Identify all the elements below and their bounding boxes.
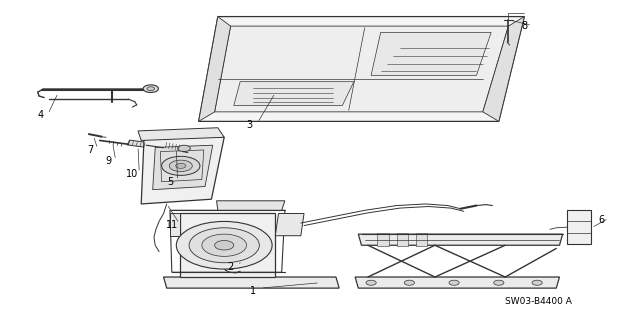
Polygon shape: [397, 233, 408, 246]
Polygon shape: [127, 140, 149, 147]
Polygon shape: [198, 17, 230, 122]
Circle shape: [404, 280, 415, 285]
Text: 2: 2: [227, 263, 234, 272]
Text: 1: 1: [250, 286, 256, 296]
Polygon shape: [275, 213, 304, 236]
Polygon shape: [198, 17, 524, 122]
Circle shape: [449, 280, 460, 285]
Text: 10: 10: [125, 169, 138, 179]
Text: 9: 9: [105, 156, 111, 166]
Circle shape: [143, 85, 159, 93]
Circle shape: [175, 163, 186, 168]
Text: 5: 5: [167, 177, 173, 187]
Polygon shape: [170, 213, 179, 236]
Circle shape: [170, 160, 192, 172]
Circle shape: [202, 234, 246, 256]
Circle shape: [176, 221, 272, 269]
Circle shape: [189, 228, 259, 263]
Circle shape: [177, 145, 190, 152]
Text: 8: 8: [522, 21, 527, 31]
Polygon shape: [179, 213, 275, 277]
Polygon shape: [234, 82, 354, 106]
Polygon shape: [358, 234, 563, 245]
Polygon shape: [371, 33, 491, 75]
Polygon shape: [355, 277, 559, 288]
Polygon shape: [138, 128, 224, 140]
Text: 4: 4: [37, 110, 44, 120]
Text: 11: 11: [166, 219, 178, 230]
Polygon shape: [483, 17, 524, 122]
Text: 6: 6: [598, 215, 604, 225]
Polygon shape: [216, 201, 285, 210]
Circle shape: [214, 241, 234, 250]
Polygon shape: [214, 26, 508, 112]
Circle shape: [147, 87, 155, 91]
Polygon shape: [153, 145, 212, 190]
Circle shape: [493, 280, 504, 285]
Text: 3: 3: [246, 120, 253, 130]
Circle shape: [366, 280, 376, 285]
Polygon shape: [141, 131, 224, 204]
Polygon shape: [567, 210, 591, 244]
Text: SW03-B4400 A: SW03-B4400 A: [506, 297, 572, 306]
Polygon shape: [164, 142, 186, 152]
Polygon shape: [164, 277, 339, 288]
Polygon shape: [416, 233, 428, 246]
Polygon shape: [378, 233, 389, 246]
Text: 7: 7: [87, 145, 93, 155]
Circle shape: [162, 156, 200, 175]
Circle shape: [532, 280, 542, 285]
